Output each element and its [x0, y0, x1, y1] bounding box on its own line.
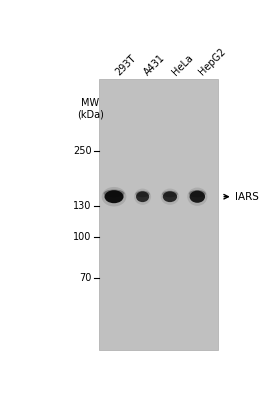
Text: IARS: IARS: [235, 192, 258, 202]
Text: 100: 100: [73, 232, 92, 242]
Ellipse shape: [136, 191, 149, 202]
Ellipse shape: [135, 191, 150, 197]
Ellipse shape: [163, 191, 177, 202]
Ellipse shape: [187, 188, 207, 206]
Bar: [99, 79, 218, 350]
Text: 130: 130: [73, 201, 92, 211]
Text: 293T: 293T: [114, 53, 138, 77]
Ellipse shape: [190, 191, 205, 203]
Ellipse shape: [104, 190, 124, 203]
Ellipse shape: [189, 190, 206, 197]
Text: HeLa: HeLa: [170, 52, 195, 77]
Text: A431: A431: [143, 52, 167, 77]
Text: MW
(kDa): MW (kDa): [77, 98, 104, 119]
Text: 70: 70: [79, 273, 92, 283]
Ellipse shape: [134, 188, 151, 205]
Text: HepG2: HepG2: [197, 46, 228, 77]
Ellipse shape: [104, 190, 124, 197]
Ellipse shape: [161, 188, 179, 205]
Ellipse shape: [162, 191, 178, 197]
Text: 250: 250: [73, 146, 92, 156]
Ellipse shape: [102, 187, 126, 206]
